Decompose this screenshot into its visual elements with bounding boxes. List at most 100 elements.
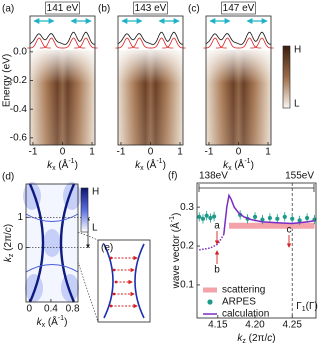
x-axis-label-part: c: [267, 333, 272, 344]
x-axis-label-part: -1: [244, 158, 250, 165]
arpes-shade: [30, 50, 95, 145]
schematic-frame: [97, 239, 151, 323]
kz-band: [59, 183, 76, 303]
x-axis-label-part: x: [42, 322, 46, 329]
x-axis-label-part: -1: [156, 158, 162, 165]
arpes-point: [290, 216, 295, 221]
x-tick-label: 0: [60, 147, 66, 158]
panel-title: 141 eV: [47, 3, 79, 14]
title-box: [221, 1, 256, 15]
arpes-point: [212, 214, 217, 219]
edc-fit: [39, 37, 64, 49]
panel-label: (a): [2, 4, 14, 15]
x-axis-label-part: (Å: [56, 158, 69, 171]
x-tick-label: -1: [205, 147, 214, 158]
x-axis-label-part: (Å: [45, 315, 58, 328]
arpes-point: [197, 214, 202, 219]
x-axis-label: kx (Å-1): [223, 158, 254, 173]
colorbar-low: L: [294, 99, 300, 110]
y-tick-label: 0.3: [180, 202, 194, 213]
x-tick-label: -1: [29, 147, 38, 158]
x-tick-label: 0: [148, 147, 154, 158]
schematic-band: [134, 243, 145, 319]
y-tick-label: -0.6: [10, 132, 28, 143]
y-axis-label-part: (2π/: [3, 232, 14, 254]
legend-label: calculation: [222, 309, 269, 320]
x-tick-label: 1: [177, 147, 183, 158]
x-axis-label: kx (Å-1): [47, 158, 78, 173]
y-axis-label-part: wave vector (Å: [169, 222, 182, 289]
x-axis-label-part: z: [242, 338, 246, 345]
x-axis-label-part: ): [64, 317, 67, 328]
legend-label: ARPES: [222, 297, 256, 308]
colorbar-high: H: [294, 45, 301, 56]
edc-fit: [27, 37, 51, 49]
edc-curve: [29, 31, 95, 45]
kz-map: [26, 184, 78, 302]
y-axis-label-part: z: [8, 253, 15, 257]
arpes-point: [204, 213, 209, 218]
x-axis-label: kx (Å-1): [135, 158, 166, 173]
y-axis-label: wave vector (Å-1): [169, 213, 182, 290]
annotation: b: [214, 265, 220, 276]
x-axis-label-part: ): [163, 160, 166, 171]
x-axis-label-part: x: [228, 165, 232, 172]
x-tick-label: 0: [236, 147, 242, 158]
kz-blob: [43, 229, 61, 257]
y-tick-label: 0.0: [13, 46, 27, 57]
annotation: c: [287, 225, 292, 236]
panel-label: (d): [2, 172, 14, 183]
edc-fit: [61, 37, 86, 49]
x-axis-label-part: (2π/: [246, 333, 268, 344]
y-tick-label: -0.2: [10, 75, 28, 86]
edc-fit: [149, 37, 174, 49]
y-axis-label: kz (2π/c): [3, 224, 16, 262]
x-tick-label: -1: [117, 147, 126, 158]
arpes-point: [297, 218, 302, 223]
edc-fit: [250, 37, 274, 49]
arpes-point: [200, 216, 206, 221]
y-axis-label-part: k: [3, 256, 14, 262]
panel-title: 147 eV: [223, 3, 255, 14]
edc-fit: [203, 37, 227, 49]
x-axis-label-part: (Å: [232, 158, 245, 171]
annotation: a: [214, 221, 220, 232]
arpes-shade: [118, 50, 183, 145]
kz-blob: [25, 274, 43, 302]
x-axis-label-part: x: [140, 165, 144, 172]
title-box: [133, 1, 168, 15]
edc-fit: [162, 37, 186, 49]
y-axis-label-part: c: [3, 227, 14, 232]
y-axis-label: Energy (eV): [2, 54, 13, 107]
x-axis-label-part: ): [251, 160, 254, 171]
x-axis-label-part: -1: [58, 315, 64, 322]
panel-label: (b): [98, 4, 110, 15]
y-tick-label: 0: [17, 242, 23, 253]
arpes-point: [304, 215, 310, 221]
x-axis-label-part: k: [135, 160, 141, 171]
schematic-band: [103, 243, 114, 319]
x-axis-label-part: (Å: [144, 158, 157, 171]
arpes-shade: [206, 50, 271, 145]
x-tick-label: 1: [265, 147, 271, 158]
arpes-point: [267, 215, 272, 221]
y-axis-label-part: ): [3, 224, 14, 227]
x-tick-label: 1: [89, 147, 95, 158]
x-axis-label: kz (2π/c): [237, 333, 275, 346]
scattering-dots: [109, 256, 118, 308]
arpes-point: [282, 214, 287, 219]
zoom-lines: [77, 231, 99, 323]
x-tick-label: 4.25: [282, 320, 302, 331]
arpes-point: [208, 215, 213, 221]
panel-title: 143 eV: [135, 3, 167, 14]
edc-fit: [215, 37, 240, 49]
y-axis-label-part: ): [171, 213, 182, 216]
scattering-arrows: [111, 255, 138, 309]
y-tick-label: 0.2: [180, 241, 194, 252]
title-box: [45, 1, 80, 15]
calculation-line: [223, 193, 315, 235]
y-axis-label-part: -1: [169, 216, 176, 222]
x-tick-label: 4.15: [208, 320, 228, 331]
x-tick-label: 4.20: [245, 320, 265, 331]
